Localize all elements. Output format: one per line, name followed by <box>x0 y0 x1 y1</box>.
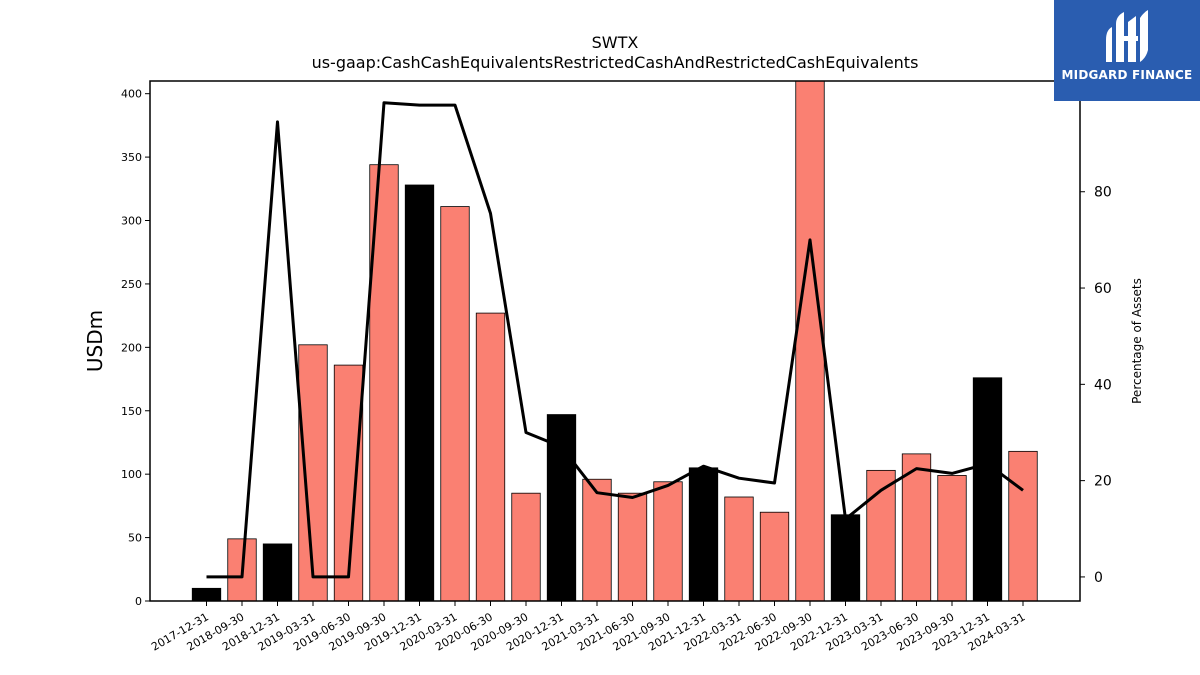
y2-tick-label: 20 <box>1094 474 1112 490</box>
bar-2022-12-31 <box>830 514 861 602</box>
chart-subtitle: us-gaap:CashCashEquivalentsRestrictedCas… <box>312 53 919 72</box>
logo-text: MIDGARD FINANCE <box>1061 68 1193 82</box>
bar-2021-03-31 <box>582 478 612 602</box>
y-tick-label: 200 <box>121 341 142 354</box>
logo-mark-icon <box>1106 10 1148 62</box>
series-line-percentage <box>206 101 1024 579</box>
y-axis-label: USDm <box>83 310 107 372</box>
y2-tick-label: 80 <box>1094 185 1112 201</box>
bar-2017-12-31 <box>191 587 222 602</box>
bar-2020-06-30 <box>475 312 506 602</box>
chart-title: SWTX <box>592 33 639 52</box>
y-tick-label: 150 <box>121 405 142 418</box>
bar-2021-06-30 <box>617 492 648 602</box>
bar-2022-09-30 <box>795 80 825 602</box>
y2-tick-label: 60 <box>1094 281 1112 297</box>
y2-axis-label: Percentage of Assets <box>1130 278 1144 404</box>
bar-2022-03-31 <box>724 496 754 602</box>
y-tick-label: 350 <box>121 151 142 164</box>
plot-frame <box>149 80 1081 602</box>
y-tick-label: 400 <box>121 88 142 101</box>
bar-2019-12-31 <box>404 184 435 602</box>
bar-2023-12-31 <box>972 377 1003 602</box>
bar-2022-06-30 <box>759 511 790 602</box>
brand-logo: MIDGARD FINANCE <box>1054 0 1200 101</box>
bar-2018-12-31 <box>262 543 293 602</box>
y-tick-label: 0 <box>135 595 142 608</box>
bar-2021-09-30 <box>653 481 683 602</box>
y2-tick-label: 40 <box>1094 377 1112 393</box>
bar-2023-09-30 <box>937 475 967 602</box>
y-tick-label: 50 <box>128 532 142 545</box>
bar-2021-12-31 <box>688 467 719 602</box>
bar-2020-03-31 <box>440 206 470 602</box>
bar-2020-09-30 <box>511 492 541 602</box>
y-tick-label: 300 <box>121 215 142 228</box>
bar-2019-06-30 <box>333 364 364 602</box>
y-tick-label: 100 <box>121 468 142 481</box>
y2-tick-label: 0 <box>1094 570 1103 586</box>
y-tick-label: 250 <box>121 278 142 291</box>
bar-2024-03-31 <box>1008 450 1038 602</box>
